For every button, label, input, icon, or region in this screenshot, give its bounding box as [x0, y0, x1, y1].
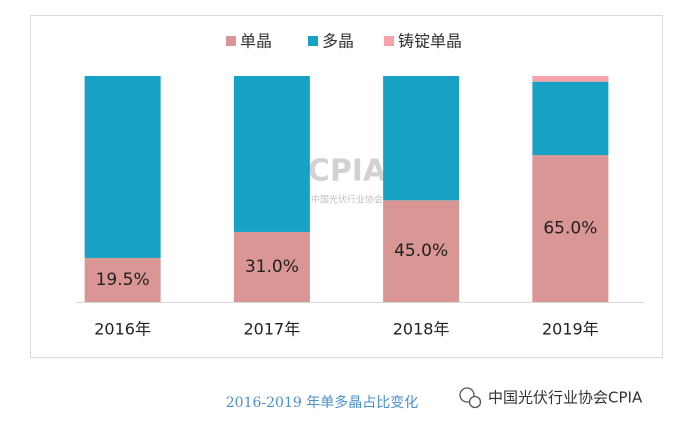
caption: 2016-2019 年单多晶占比变化: [226, 394, 418, 411]
watermark-text: 中国光伏行业协会: [311, 194, 383, 206]
x-tick-label: 2016年: [94, 320, 151, 339]
value-label: 45.0%: [394, 241, 448, 261]
x-tick-label: 2018年: [393, 320, 450, 339]
bar-segment: [383, 200, 460, 302]
bar-segment: [84, 76, 161, 258]
legend-label: 多晶: [322, 32, 354, 51]
legend-swatch: [226, 36, 236, 46]
value-label: 65.0%: [543, 219, 597, 239]
legend-label: 铸锭单晶: [398, 32, 462, 51]
bar-segment: [233, 76, 310, 232]
legend-swatch: [308, 36, 318, 46]
wechat-icon: [459, 387, 482, 409]
bar-segment: [233, 231, 310, 302]
source: 中国光伏行业协会CPIA: [488, 389, 643, 407]
legend-swatch: [384, 36, 394, 46]
x-tick-label: 2019年: [542, 320, 599, 339]
value-label: 19.5%: [96, 270, 150, 290]
watermark-logo: CPIA: [308, 154, 387, 189]
bar-segment: [383, 76, 460, 201]
bar-segment: [532, 81, 609, 156]
x-tick-label: 2017年: [244, 320, 301, 339]
bar-segment: [532, 155, 609, 302]
legend-label: 单晶: [240, 32, 272, 51]
bar-segment: [532, 76, 609, 82]
bar-segment: [84, 257, 161, 302]
value-label: 31.0%: [245, 257, 299, 277]
